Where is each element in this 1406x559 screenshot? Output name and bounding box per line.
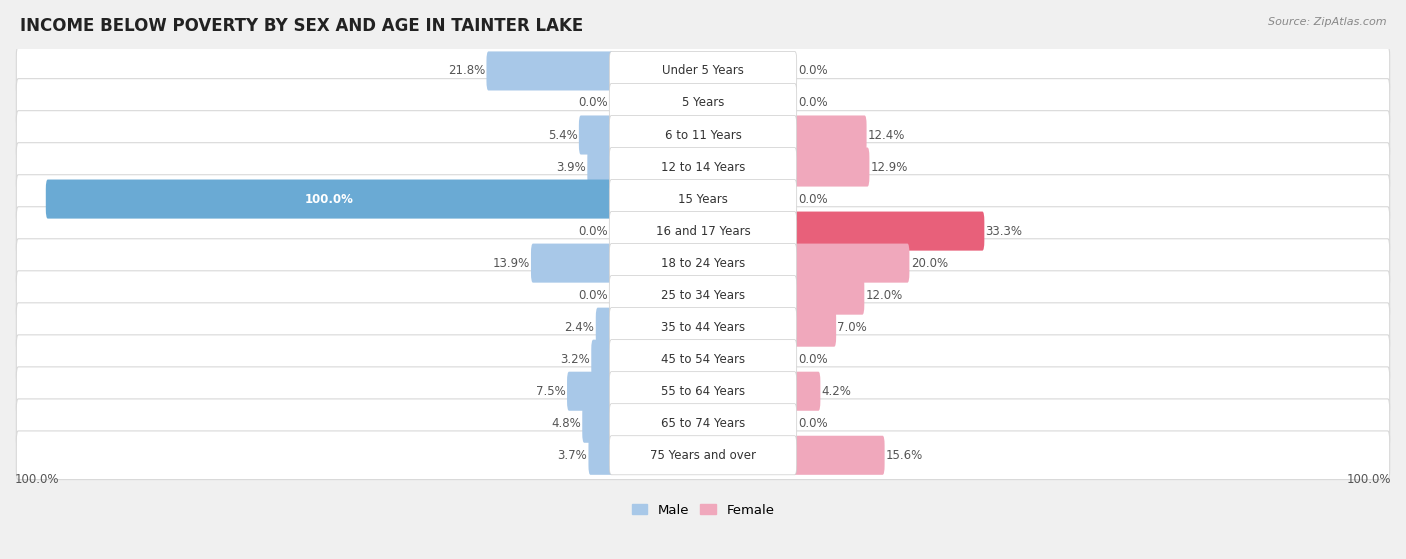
FancyBboxPatch shape: [17, 207, 1389, 255]
FancyBboxPatch shape: [17, 367, 1389, 415]
Text: 7.5%: 7.5%: [536, 385, 565, 397]
Text: 3.9%: 3.9%: [557, 160, 586, 173]
Text: 3.7%: 3.7%: [557, 449, 588, 462]
Text: 0.0%: 0.0%: [799, 353, 828, 366]
FancyBboxPatch shape: [592, 340, 613, 379]
Text: 55 to 64 Years: 55 to 64 Years: [661, 385, 745, 397]
FancyBboxPatch shape: [17, 303, 1389, 352]
FancyBboxPatch shape: [609, 83, 797, 122]
FancyBboxPatch shape: [588, 148, 613, 187]
Text: 35 to 44 Years: 35 to 44 Years: [661, 321, 745, 334]
Text: 15 Years: 15 Years: [678, 192, 728, 206]
Text: 25 to 34 Years: 25 to 34 Years: [661, 288, 745, 302]
Text: 100.0%: 100.0%: [305, 192, 354, 206]
FancyBboxPatch shape: [609, 179, 797, 219]
Text: 12.9%: 12.9%: [870, 160, 908, 173]
FancyBboxPatch shape: [17, 399, 1389, 448]
Text: 13.9%: 13.9%: [492, 257, 530, 269]
FancyBboxPatch shape: [609, 307, 797, 347]
Text: 12.0%: 12.0%: [866, 288, 903, 302]
Text: 0.0%: 0.0%: [578, 225, 607, 238]
FancyBboxPatch shape: [17, 46, 1389, 95]
FancyBboxPatch shape: [582, 404, 613, 443]
Text: 75 Years and over: 75 Years and over: [650, 449, 756, 462]
Text: 65 to 74 Years: 65 to 74 Years: [661, 417, 745, 430]
Text: 12 to 14 Years: 12 to 14 Years: [661, 160, 745, 173]
Text: 33.3%: 33.3%: [986, 225, 1022, 238]
Text: 5.4%: 5.4%: [548, 129, 578, 141]
Text: 100.0%: 100.0%: [1347, 473, 1391, 486]
Text: 100.0%: 100.0%: [15, 473, 59, 486]
Text: 12.4%: 12.4%: [868, 129, 905, 141]
FancyBboxPatch shape: [793, 276, 865, 315]
FancyBboxPatch shape: [17, 175, 1389, 224]
FancyBboxPatch shape: [793, 211, 984, 250]
FancyBboxPatch shape: [793, 148, 869, 187]
Text: 0.0%: 0.0%: [578, 97, 607, 110]
FancyBboxPatch shape: [17, 79, 1389, 127]
Text: INCOME BELOW POVERTY BY SEX AND AGE IN TAINTER LAKE: INCOME BELOW POVERTY BY SEX AND AGE IN T…: [20, 17, 583, 35]
FancyBboxPatch shape: [17, 143, 1389, 191]
Text: 0.0%: 0.0%: [799, 64, 828, 78]
FancyBboxPatch shape: [793, 435, 884, 475]
Text: 3.2%: 3.2%: [560, 353, 591, 366]
FancyBboxPatch shape: [609, 51, 797, 91]
Text: 4.8%: 4.8%: [551, 417, 581, 430]
FancyBboxPatch shape: [609, 276, 797, 315]
FancyBboxPatch shape: [531, 244, 613, 283]
FancyBboxPatch shape: [609, 404, 797, 443]
Text: 45 to 54 Years: 45 to 54 Years: [661, 353, 745, 366]
FancyBboxPatch shape: [793, 372, 820, 411]
FancyBboxPatch shape: [793, 116, 866, 154]
Text: 16 and 17 Years: 16 and 17 Years: [655, 225, 751, 238]
Text: 0.0%: 0.0%: [799, 192, 828, 206]
Text: 21.8%: 21.8%: [449, 64, 485, 78]
FancyBboxPatch shape: [17, 271, 1389, 320]
Legend: Male, Female: Male, Female: [626, 498, 780, 522]
FancyBboxPatch shape: [17, 335, 1389, 383]
FancyBboxPatch shape: [609, 340, 797, 379]
Text: 0.0%: 0.0%: [799, 417, 828, 430]
FancyBboxPatch shape: [609, 116, 797, 154]
FancyBboxPatch shape: [793, 307, 837, 347]
Text: 4.2%: 4.2%: [821, 385, 852, 397]
FancyBboxPatch shape: [609, 244, 797, 283]
FancyBboxPatch shape: [589, 435, 613, 475]
Text: 0.0%: 0.0%: [799, 97, 828, 110]
FancyBboxPatch shape: [596, 307, 613, 347]
FancyBboxPatch shape: [609, 372, 797, 411]
FancyBboxPatch shape: [609, 211, 797, 250]
Text: Under 5 Years: Under 5 Years: [662, 64, 744, 78]
Text: 2.4%: 2.4%: [565, 321, 595, 334]
Text: 6 to 11 Years: 6 to 11 Years: [665, 129, 741, 141]
FancyBboxPatch shape: [17, 431, 1389, 480]
FancyBboxPatch shape: [46, 179, 613, 219]
Text: 20.0%: 20.0%: [911, 257, 948, 269]
Text: 0.0%: 0.0%: [578, 288, 607, 302]
FancyBboxPatch shape: [17, 239, 1389, 287]
FancyBboxPatch shape: [486, 51, 613, 91]
Text: 18 to 24 Years: 18 to 24 Years: [661, 257, 745, 269]
Text: 7.0%: 7.0%: [838, 321, 868, 334]
FancyBboxPatch shape: [17, 111, 1389, 159]
FancyBboxPatch shape: [609, 148, 797, 187]
Text: 5 Years: 5 Years: [682, 97, 724, 110]
Text: 15.6%: 15.6%: [886, 449, 924, 462]
FancyBboxPatch shape: [567, 372, 613, 411]
FancyBboxPatch shape: [579, 116, 613, 154]
Text: Source: ZipAtlas.com: Source: ZipAtlas.com: [1268, 17, 1386, 27]
FancyBboxPatch shape: [793, 244, 910, 283]
FancyBboxPatch shape: [609, 435, 797, 475]
